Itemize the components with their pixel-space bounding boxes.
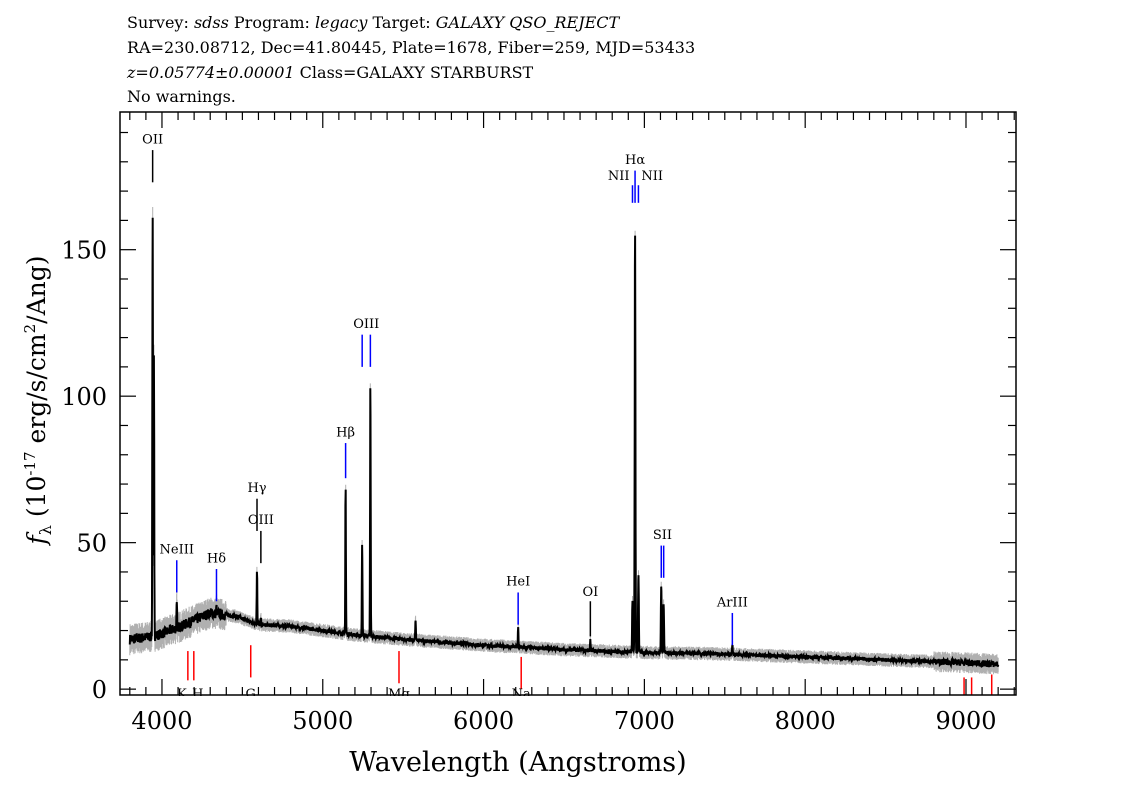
emission-label: OII — [142, 132, 163, 147]
emission-label: NII — [641, 169, 663, 184]
y-axis-label: fλ (10-17 erg/s/cm2/Ang) — [21, 255, 55, 546]
emission-label: Hα — [625, 153, 645, 168]
y-tick-label: 100 — [61, 383, 107, 411]
survey-value: sdss — [193, 13, 229, 32]
emission-label: Hγ — [247, 481, 266, 496]
program-label: Program: — [228, 13, 316, 32]
emission-label: ArIII — [716, 595, 748, 610]
emission-label: HeI — [506, 575, 530, 590]
emission-label: Hδ — [207, 551, 226, 566]
target-label: Target: — [367, 13, 436, 32]
survey-label: Survey: — [127, 13, 194, 32]
emission-label: OIII — [353, 317, 379, 332]
emission-label: SII — [653, 528, 672, 543]
plot-frame — [119, 111, 1017, 696]
x-tick-label: 4000 — [131, 707, 192, 735]
x-tick-label: 5000 — [292, 707, 353, 735]
program-value: legacy — [315, 13, 368, 32]
x-tick-label: 7000 — [614, 707, 675, 735]
header-line-1: Survey: sdss Program: legacy Target: GAL… — [127, 12, 619, 33]
emission-label: NII — [608, 169, 630, 184]
header-line-3: z=0.05774±0.00001 Class=GALAXY STARBURST — [127, 62, 533, 83]
axis-mask — [115, 696, 1021, 716]
x-tick-label: 6000 — [453, 707, 514, 735]
redshift: z=0.05774±0.00001 — [127, 63, 295, 82]
spectrum-line — [128, 217, 1000, 669]
x-tick-label: 9000 — [935, 707, 996, 735]
y-tick-label: 150 — [61, 237, 107, 265]
y-tick-label: 50 — [76, 530, 107, 558]
emission-label: Hβ — [336, 425, 355, 440]
target-value: GALAXY QSO_REJECT — [435, 13, 620, 32]
x-tick-label: 8000 — [775, 707, 836, 735]
emission-label: NeIII — [160, 543, 194, 558]
y-tick-label: 0 — [92, 676, 107, 704]
emission-label: OIII — [248, 513, 274, 528]
class: Class=GALAXY STARBURST — [294, 63, 534, 82]
header-line-4: No warnings. — [127, 87, 236, 106]
emission-label: OI — [582, 585, 598, 600]
header-line-2: RA=230.08712, Dec=41.80445, Plate=1678, … — [127, 38, 696, 57]
error-band — [129, 207, 999, 675]
x-axis-label: Wavelength (Angstroms) — [349, 747, 686, 778]
